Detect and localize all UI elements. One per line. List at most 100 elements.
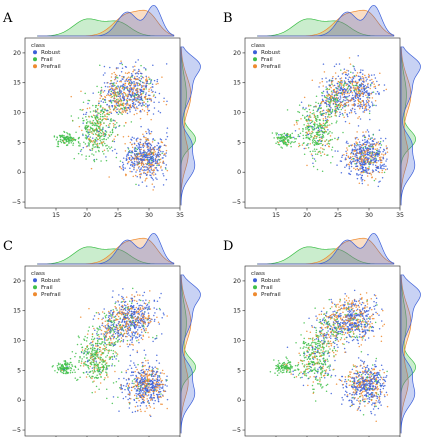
point-prefrail: [104, 114, 106, 116]
point-prefrail: [120, 107, 122, 110]
point-robust: [126, 112, 129, 115]
point-robust: [122, 83, 124, 86]
point-robust: [146, 308, 149, 311]
point-frail: [305, 144, 308, 146]
point-robust: [141, 152, 144, 154]
point-frail: [329, 103, 331, 105]
point-prefrail: [327, 88, 329, 91]
point-prefrail: [162, 160, 165, 163]
point-prefrail: [336, 111, 338, 113]
point-robust: [363, 92, 365, 94]
point-robust: [85, 111, 88, 114]
point-prefrail: [140, 172, 142, 175]
point-robust: [330, 112, 333, 115]
point-robust: [136, 157, 139, 159]
point-frail: [63, 142, 66, 144]
point-robust: [152, 164, 155, 167]
point-robust: [129, 364, 131, 367]
point-prefrail: [326, 126, 329, 128]
point-robust: [346, 99, 348, 101]
point-robust: [359, 118, 362, 120]
point-frail: [82, 133, 84, 135]
point-frail: [287, 139, 289, 141]
point-robust: [325, 86, 327, 88]
point-robust: [139, 93, 142, 95]
point-frail: [305, 134, 307, 137]
x-tick-label: 35: [396, 212, 404, 219]
point-robust: [96, 140, 98, 142]
point-frail: [89, 120, 91, 123]
point-robust: [129, 78, 131, 81]
point-robust: [161, 333, 163, 335]
point-robust: [152, 389, 155, 391]
point-robust: [139, 326, 142, 329]
point-robust: [166, 127, 169, 129]
point-prefrail: [139, 294, 141, 296]
legend-label-prefrail: Prefrail: [41, 64, 61, 70]
point-robust: [145, 368, 148, 371]
point-prefrail: [331, 92, 333, 94]
point-robust: [136, 153, 139, 156]
point-robust: [121, 306, 124, 308]
point-prefrail: [361, 75, 364, 78]
point-frail: [97, 366, 100, 369]
point-robust: [105, 156, 107, 158]
point-robust: [353, 91, 356, 93]
point-robust: [346, 115, 349, 118]
point-frail: [367, 162, 370, 165]
point-robust: [365, 80, 367, 82]
point-prefrail: [102, 133, 105, 136]
point-frail: [348, 145, 350, 147]
point-robust: [317, 127, 320, 129]
point-frail: [150, 79, 153, 81]
point-robust: [317, 109, 319, 112]
point-prefrail: [106, 112, 109, 115]
point-robust: [122, 93, 124, 95]
point-robust: [348, 94, 351, 97]
point-frail: [319, 119, 321, 121]
x-tick-label: 35: [176, 212, 184, 219]
point-robust: [126, 327, 129, 330]
point-robust: [124, 388, 126, 391]
point-robust: [148, 109, 151, 112]
point-frail: [87, 99, 89, 102]
point-frail: [83, 362, 85, 365]
point-frail: [308, 137, 311, 139]
point-robust: [320, 114, 323, 116]
point-prefrail: [322, 118, 325, 120]
point-frail: [326, 154, 328, 156]
point-robust: [348, 76, 350, 78]
point-robust: [375, 159, 378, 161]
point-robust: [153, 385, 155, 388]
point-prefrail: [371, 176, 373, 179]
point-robust: [158, 164, 160, 167]
point-robust: [142, 142, 145, 145]
point-robust: [146, 306, 148, 309]
point-prefrail: [313, 113, 315, 116]
point-frail: [321, 135, 324, 138]
point-prefrail: [92, 139, 95, 142]
point-robust: [356, 136, 358, 139]
point-frail: [298, 111, 301, 114]
point-robust: [82, 122, 84, 124]
point-frail: [90, 127, 93, 129]
point-frail: [101, 135, 103, 137]
point-frail: [307, 122, 309, 125]
point-robust: [151, 399, 154, 401]
point-frail: [94, 370, 96, 373]
point-robust: [141, 86, 143, 89]
point-frail: [321, 137, 324, 139]
point-robust: [320, 140, 322, 142]
point-robust: [156, 178, 158, 181]
point-robust: [154, 96, 157, 99]
point-prefrail: [156, 367, 158, 370]
point-frail: [295, 119, 298, 122]
point-frail: [84, 360, 87, 363]
point-frail: [101, 363, 103, 366]
point-robust: [341, 107, 344, 109]
point-frail: [112, 350, 115, 352]
point-robust: [128, 93, 130, 96]
legend-label-prefrail: Prefrail: [261, 64, 281, 70]
point-prefrail: [146, 153, 149, 156]
point-frail: [57, 143, 59, 146]
